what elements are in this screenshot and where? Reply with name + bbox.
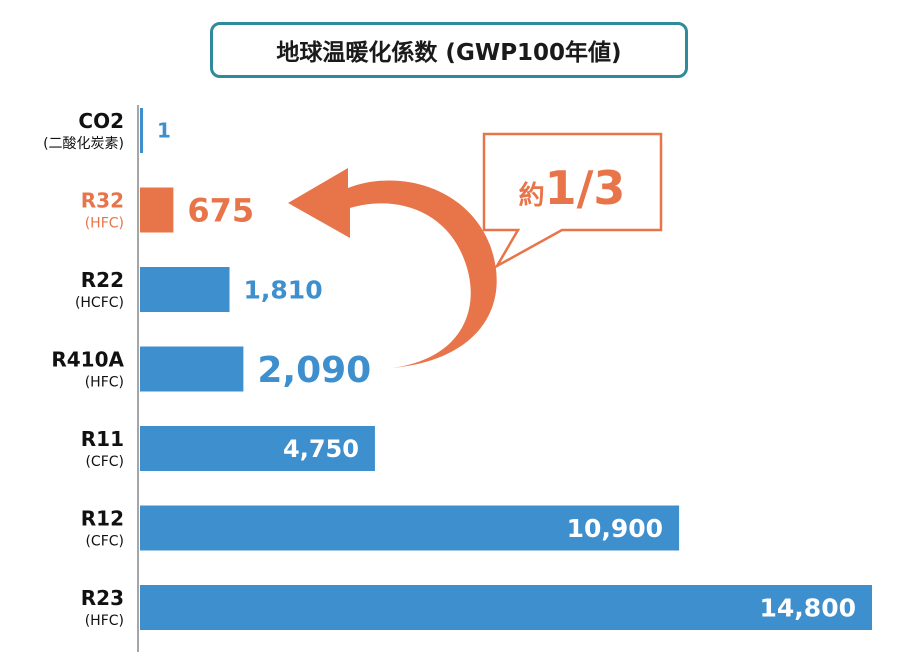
value-label: 14,800 bbox=[760, 594, 856, 623]
category-label: R23 bbox=[81, 586, 124, 610]
value-label: 4,750 bbox=[283, 435, 359, 463]
category-label: R32 bbox=[81, 189, 124, 213]
bar-r23 bbox=[140, 585, 872, 630]
value-label: 10,900 bbox=[567, 514, 663, 543]
category-sublabel: (CFC) bbox=[85, 454, 124, 470]
category-sublabel: (HFC) bbox=[85, 613, 124, 629]
value-label: 2,090 bbox=[257, 350, 371, 391]
category-label: R22 bbox=[81, 268, 124, 292]
value-label: 675 bbox=[187, 192, 254, 230]
bar-r11 bbox=[140, 426, 375, 471]
category-sublabel: (二酸化炭素) bbox=[43, 136, 124, 152]
comparison-arrow bbox=[288, 168, 497, 368]
category-label: R410A bbox=[51, 348, 124, 372]
annotation-bubble bbox=[482, 132, 663, 270]
value-label: 1 bbox=[157, 119, 171, 143]
bar-r410a bbox=[140, 346, 244, 392]
category-sublabel: (HFC) bbox=[85, 216, 124, 232]
category-label: CO2 bbox=[78, 109, 124, 133]
bar-r32 bbox=[140, 187, 174, 233]
category-sublabel: (HFC) bbox=[85, 375, 124, 391]
category-label: R12 bbox=[81, 507, 124, 531]
category-sublabel: (HCFC) bbox=[75, 295, 124, 311]
annotation-text: 約1/3 bbox=[519, 161, 626, 215]
bar-r22 bbox=[140, 267, 230, 312]
value-label: 1,810 bbox=[244, 276, 323, 305]
bar-co2 bbox=[140, 108, 143, 153]
chart-title: 地球温暖化係数 (GWP100年値) bbox=[210, 22, 688, 78]
category-sublabel: (CFC) bbox=[85, 534, 124, 550]
bar-r12 bbox=[140, 505, 680, 551]
category-label: R11 bbox=[81, 427, 124, 451]
